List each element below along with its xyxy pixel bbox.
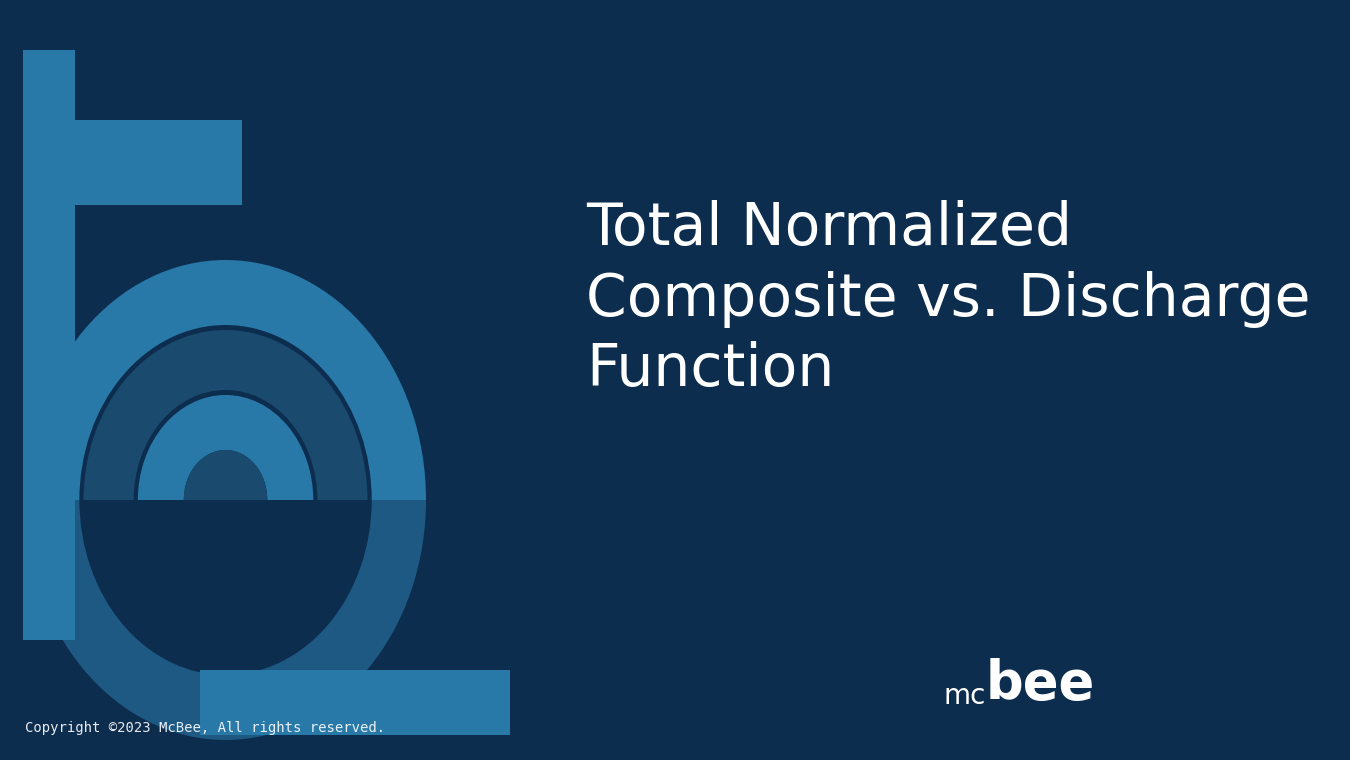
Wedge shape — [138, 395, 313, 500]
Bar — [23, 50, 76, 640]
Wedge shape — [26, 260, 427, 500]
Wedge shape — [184, 450, 267, 500]
Text: Total Normalized
Composite vs. Discharge
Function: Total Normalized Composite vs. Discharge… — [586, 200, 1311, 398]
Wedge shape — [26, 500, 427, 740]
Text: bee: bee — [986, 658, 1095, 710]
Text: mc: mc — [944, 682, 986, 710]
Bar — [76, 120, 242, 205]
Text: Copyright ©2023 McBee, All rights reserved.: Copyright ©2023 McBee, All rights reserv… — [26, 721, 385, 735]
Wedge shape — [84, 330, 367, 500]
Bar — [201, 670, 509, 735]
